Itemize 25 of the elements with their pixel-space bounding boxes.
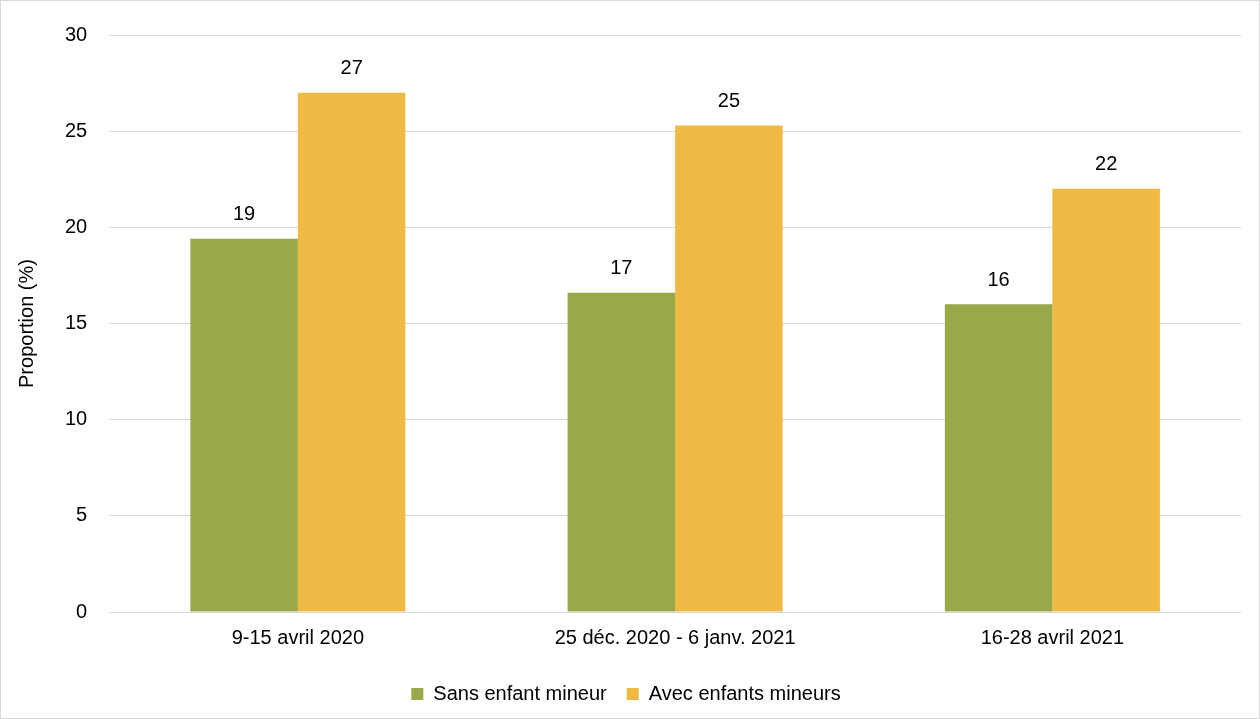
y-tick-label: 30 [65,22,88,45]
bar [297,92,406,612]
x-tick-label: 9-15 avril 2020 [231,625,365,648]
data-label: 16 [987,267,1010,290]
y-tick-label: 10 [65,407,88,430]
y-tick-label: 5 [76,503,88,526]
data-label: 17 [610,256,633,279]
y-tick-label: 25 [65,118,88,141]
data-label: 22 [1095,152,1118,175]
legend-label: Sans enfant mineur [433,681,608,704]
y-axis-title: Proportion (%) [14,259,37,388]
y-tick-label: 20 [65,214,88,237]
bar [675,125,783,612]
data-label: 25 [717,88,741,111]
bar [190,238,298,612]
x-tick-label: 25 déc. 2020 - 6 janv. 2021 [554,625,796,648]
bar [1052,188,1160,612]
x-tick-label: 16-28 avril 2021 [980,625,1125,648]
legend-label: Avec enfants mineurs [648,681,841,704]
y-tick-label: 0 [76,599,88,622]
data-label: 19 [232,202,256,225]
data-label: 27 [340,56,363,79]
bar [944,304,1053,612]
y-tick-label: 15 [65,311,88,334]
bar [567,292,676,612]
